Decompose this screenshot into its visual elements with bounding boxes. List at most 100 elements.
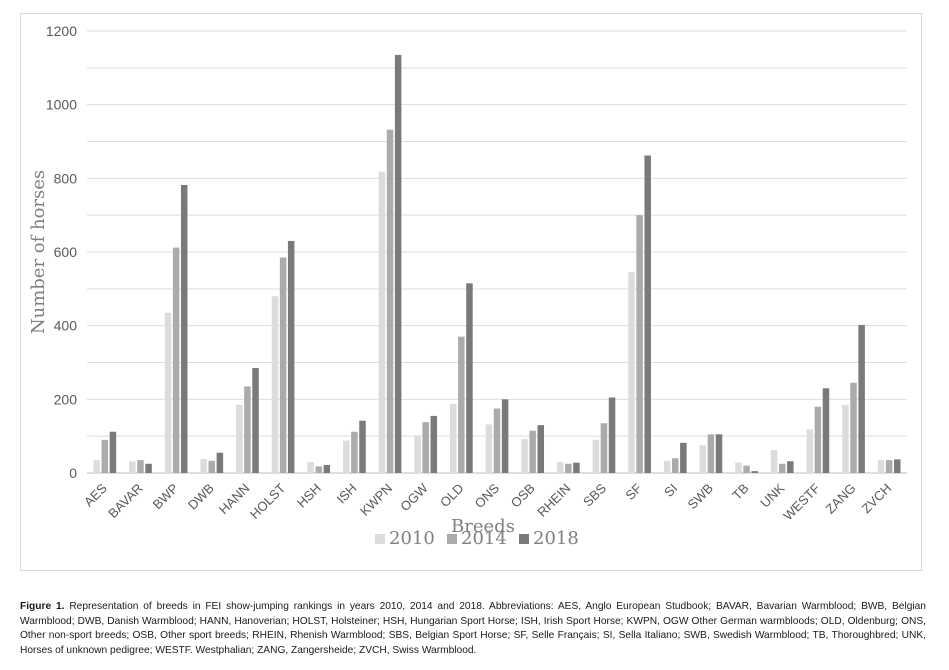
x-tick-label: RHEIN [534, 481, 573, 520]
bar-ish-2014 [351, 431, 358, 473]
y-tick-label: 400 [54, 318, 78, 334]
bar-ogw-2018 [430, 415, 438, 473]
x-tick-label: TB [729, 481, 751, 503]
bar-bavar-2014 [137, 460, 144, 473]
bar-rhein-2018 [573, 462, 580, 473]
chart-frame [20, 13, 922, 571]
x-tick-label: SWB [684, 481, 716, 513]
bar-hsh-2018 [323, 464, 331, 473]
y-tick-label: 1000 [46, 97, 77, 113]
bar-aes-2014 [101, 439, 109, 473]
x-tick-label: HOLST [247, 480, 288, 521]
bar-bwp-2010 [164, 312, 172, 473]
bar-rhein-2010 [556, 461, 564, 473]
x-axis-title: Breeds [451, 516, 515, 537]
bar-si-2014 [672, 458, 679, 473]
bar-dwb-2018 [216, 452, 224, 473]
bar-westf-2018 [822, 388, 830, 473]
bar-kwpn-2010 [378, 171, 386, 473]
bar-ogw-2010 [414, 435, 421, 473]
y-tick-label: 200 [54, 391, 78, 407]
bar-tb-2010 [735, 462, 742, 473]
legend-label-2010: 2010 [389, 528, 435, 549]
bar-unk-2010 [770, 450, 778, 473]
bar-bwp-2014 [172, 247, 180, 473]
bar-holst-2018 [287, 240, 295, 473]
bar-zang-2010 [842, 404, 849, 473]
x-tick-label: OGW [397, 480, 431, 514]
bar-sbs-2014 [600, 423, 608, 473]
x-tick-label: SF [622, 480, 644, 502]
x-tick-label: SI [661, 481, 680, 500]
bar-ons-2010 [485, 424, 493, 473]
bar-holst-2010 [271, 296, 279, 473]
bar-sbs-2018 [608, 397, 616, 473]
bar-old-2014 [458, 336, 465, 473]
bar-westf-2010 [806, 429, 814, 473]
y-tick-label: 600 [54, 244, 78, 260]
bar-sf-2010 [628, 272, 635, 473]
figure-caption: Figure 1. Representation of breeds in FE… [20, 600, 926, 658]
bar-ogw-2014 [422, 422, 429, 473]
bar-osb-2018 [537, 425, 545, 473]
bar-bwp-2018 [180, 184, 188, 474]
bar-ons-2018 [501, 399, 509, 473]
bar-hann-2010 [236, 404, 243, 473]
caption-label: Figure 1. [20, 601, 65, 612]
bar-aes-2010 [93, 460, 100, 473]
x-tick-label: BAVAR [105, 481, 145, 521]
bar-unk-2018 [787, 461, 794, 473]
bar-sbs-2010 [592, 439, 600, 473]
bar-hann-2018 [252, 368, 259, 473]
x-tick-label: DWB [185, 481, 217, 513]
bar-dwb-2014 [208, 460, 216, 473]
bar-osb-2010 [521, 439, 528, 473]
legend-label-2014: 2014 [461, 528, 507, 549]
x-tick-label: UNK [757, 480, 787, 510]
bar-sf-2018 [644, 155, 651, 473]
x-tick-label: AES [81, 480, 110, 509]
bar-swb-2018 [715, 434, 723, 473]
bar-tb-2014 [743, 465, 750, 473]
x-tick-label: WESTF [780, 480, 823, 523]
bar-rhein-2014 [565, 463, 572, 473]
bar-zvch-2010 [877, 460, 885, 473]
bar-old-2010 [449, 403, 457, 473]
bar-bavar-2018 [145, 463, 152, 473]
bar-holst-2014 [279, 257, 287, 473]
bar-tb-2018 [751, 471, 758, 473]
bar-aes-2018 [109, 431, 117, 473]
legend-swatch-2010 [375, 534, 385, 544]
x-tick-label: ZVCH [859, 481, 895, 517]
bar-ons-2014 [493, 408, 501, 473]
bar-dwb-2010 [200, 459, 207, 473]
legend-swatch-2014 [447, 534, 457, 544]
bar-westf-2014 [814, 406, 822, 473]
x-tick-label: HSH [294, 481, 324, 511]
bar-zang-2014 [850, 382, 857, 473]
bar-hsh-2014 [315, 466, 322, 473]
bar-old-2018 [466, 283, 473, 473]
bar-bavar-2010 [129, 461, 136, 473]
y-tick-label: 1200 [46, 23, 77, 39]
x-tick-label: ZANG [822, 481, 858, 517]
x-tick-label: ONS [472, 480, 503, 511]
bar-hann-2014 [244, 386, 251, 473]
y-tick-label: 800 [54, 170, 78, 186]
bar-kwpn-2014 [386, 129, 394, 474]
bar-ish-2018 [359, 420, 366, 473]
bar-si-2010 [663, 460, 671, 473]
x-tick-label: BWP [150, 481, 182, 513]
x-tick-label: OSB [508, 481, 538, 511]
bar-osb-2014 [529, 430, 536, 473]
bar-zvch-2018 [894, 459, 901, 473]
legend-swatch-2018 [519, 534, 529, 544]
caption-text: Representation of breeds in FEI show-jum… [20, 601, 926, 656]
x-tick-label: SBS [580, 480, 609, 509]
bar-zvch-2014 [885, 460, 893, 473]
x-tick-label: OLD [437, 481, 467, 511]
bar-ish-2010 [343, 440, 350, 473]
bar-zang-2018 [858, 324, 865, 473]
x-tick-label: ISH [334, 481, 360, 507]
